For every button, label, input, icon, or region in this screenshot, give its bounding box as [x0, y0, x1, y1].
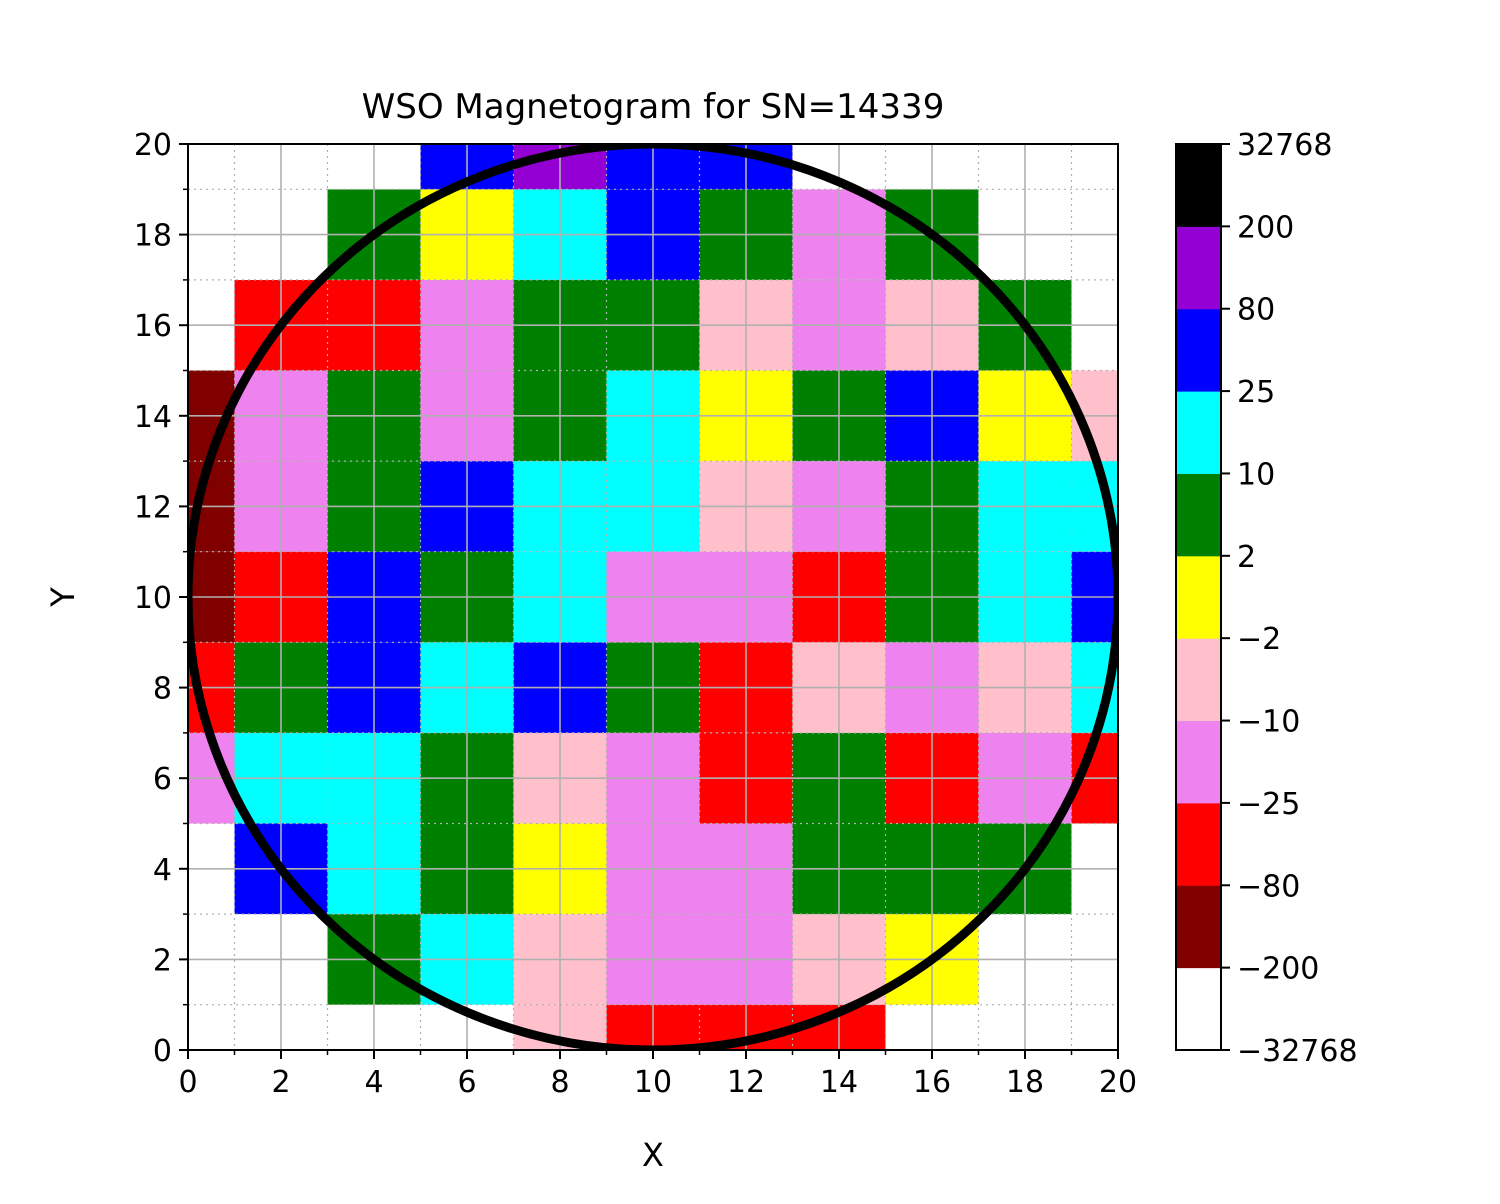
contour-cell	[1071, 144, 1118, 190]
colorbar-band	[1176, 638, 1221, 722]
contour-cell	[1071, 1004, 1118, 1050]
chart-title: WSO Magnetogram for SN=14339	[362, 87, 945, 127]
colorbar-tick-label: −10	[1237, 705, 1300, 740]
y-tick-label: 16	[134, 309, 172, 344]
y-tick-label: 18	[134, 219, 172, 254]
x-tick-label: 18	[1006, 1065, 1044, 1100]
contour-cell	[188, 144, 235, 190]
x-tick-label: 16	[913, 1065, 951, 1100]
x-tick-label: 2	[271, 1065, 290, 1100]
colorbar-tick-label: 80	[1237, 293, 1275, 328]
colorbar-tick-label: −2	[1237, 622, 1281, 657]
y-tick-label: 14	[134, 400, 172, 435]
colorbar-band	[1176, 391, 1221, 474]
colorbar-band	[1176, 720, 1221, 804]
y-tick-label: 10	[134, 581, 172, 616]
colorbar-tick-label: −32768	[1237, 1034, 1358, 1069]
colorbar-band	[1176, 885, 1221, 969]
colorbar-tick-label: 10	[1237, 457, 1275, 492]
colorbar-tick-label: −25	[1237, 787, 1300, 822]
contour-cell	[188, 1004, 235, 1050]
plot-grid	[188, 144, 1118, 1050]
y-tick-label: 6	[153, 762, 172, 797]
colorbar: −32768 −200 −80 −25 −10 −2 2 10 25 80 200 32768	[1175, 128, 1358, 1069]
x-tick-label: 4	[364, 1065, 383, 1100]
colorbar-band	[1176, 308, 1221, 392]
colorbar-tick-label: 2	[1237, 540, 1256, 575]
x-tick-label: 14	[820, 1065, 858, 1100]
colorbar-tick-label: −200	[1237, 952, 1319, 987]
y-tick-label: 20	[134, 128, 172, 163]
y-tick-label: 8	[153, 672, 172, 707]
x-tick-label: 0	[178, 1065, 197, 1100]
x-tick-label: 20	[1099, 1065, 1137, 1100]
colorbar-tick-label: 32768	[1237, 128, 1332, 163]
x-tick-label: 12	[727, 1065, 765, 1100]
y-axis-label: Y	[44, 587, 82, 608]
colorbar-band	[1176, 473, 1221, 557]
y-tick-label: 0	[153, 1034, 172, 1069]
colorbar-tick-label: 25	[1237, 375, 1275, 410]
x-tick-label: 8	[550, 1065, 569, 1100]
colorbar-band	[1176, 226, 1221, 310]
colorbar-band	[1176, 144, 1221, 227]
y-tick-label: 12	[134, 490, 172, 525]
colorbar-band	[1176, 967, 1221, 1051]
x-axis-label: X	[642, 1136, 664, 1174]
colorbar-frame	[1175, 143, 1222, 1051]
y-tick-label: 4	[153, 853, 172, 888]
colorbar-tick-label: −80	[1237, 869, 1300, 904]
colorbar-band	[1176, 802, 1221, 886]
y-tick-label: 2	[153, 943, 172, 978]
x-tick-label: 6	[457, 1065, 476, 1100]
colorbar-tick-label: 200	[1237, 210, 1294, 245]
axes: 0 2 4 6 8 10 12 14 16 18 20 0 2 4 6 8 10 12 14 16 18 20	[134, 128, 1137, 1100]
colorbar-band	[1176, 555, 1221, 639]
x-tick-label: 10	[634, 1065, 672, 1100]
